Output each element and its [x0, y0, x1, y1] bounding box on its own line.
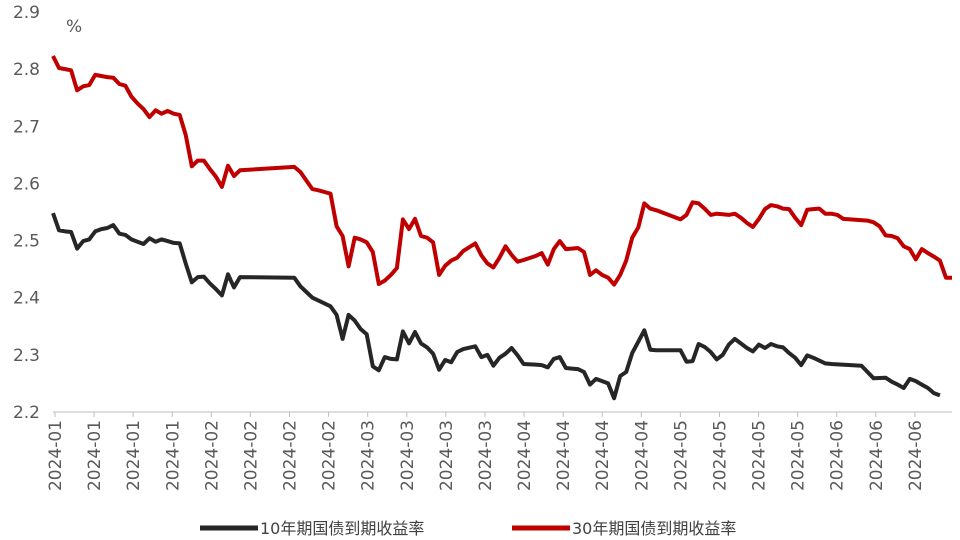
- y-tick-label: 2.4: [13, 289, 40, 309]
- x-tick-label: 2024-02: [281, 420, 301, 491]
- legend-label: 10年期国债到期收益率: [260, 519, 424, 538]
- series-line-10y: [51, 212, 941, 401]
- x-tick-label: 2024-02: [202, 420, 222, 491]
- y-axis-tick-labels: 2.2 2.3 2.4 2.5 2.6 2.7 2.8 2.9: [13, 3, 40, 423]
- x-tick-label: 2024-04: [554, 420, 574, 491]
- x-axis-tick-labels: 2024-01 2024-01 2024-01 2024-01 2024-02 2024-…: [46, 412, 926, 491]
- x-tick-label: 2024-01: [85, 420, 105, 491]
- y-tick-label: 2.6: [13, 174, 40, 194]
- x-tick-label: 2024-05: [750, 420, 770, 491]
- x-tick-label: 2024-03: [359, 420, 379, 491]
- plot-area: [51, 55, 952, 401]
- x-tick-label: 2024-01: [163, 420, 183, 491]
- y-axis-unit-label: %: [66, 17, 82, 37]
- x-tick-label: 2024-02: [241, 420, 261, 491]
- x-tick-label: 2024-05: [671, 420, 691, 491]
- x-tick-label: 2024-06: [867, 420, 887, 491]
- x-tick-label: 2024-03: [398, 420, 418, 491]
- series-line-30y: [51, 55, 952, 287]
- x-tick-label: 2024-01: [124, 420, 144, 491]
- x-tick-label: 2024-03: [476, 420, 496, 491]
- y-tick-label: 2.8: [13, 60, 40, 80]
- x-tick-label: 2024-03: [437, 420, 457, 491]
- legend-label: 30年期国债到期收益率: [572, 519, 736, 538]
- x-tick-label: 2024-04: [632, 420, 652, 491]
- y-tick-label: 2.9: [13, 3, 40, 23]
- x-tick-label: 2024-06: [906, 420, 926, 491]
- y-tick-label: 2.2: [13, 403, 40, 423]
- x-tick-label: 2024-05: [710, 420, 730, 491]
- x-tick-label: 2024-01: [46, 420, 66, 491]
- x-tick-label: 2024-04: [515, 420, 535, 491]
- y-tick-label: 2.7: [13, 117, 40, 137]
- y-tick-label: 2.5: [13, 232, 40, 252]
- legend: 10年期国债到期收益率 30年期国债到期收益率: [200, 519, 736, 538]
- x-tick-label: 2024-06: [828, 420, 848, 491]
- x-tick-label: 2024-02: [320, 420, 340, 491]
- x-tick-label: 2024-05: [789, 420, 809, 491]
- y-tick-label: 2.3: [13, 346, 40, 366]
- x-tick-label: 2024-04: [593, 420, 613, 491]
